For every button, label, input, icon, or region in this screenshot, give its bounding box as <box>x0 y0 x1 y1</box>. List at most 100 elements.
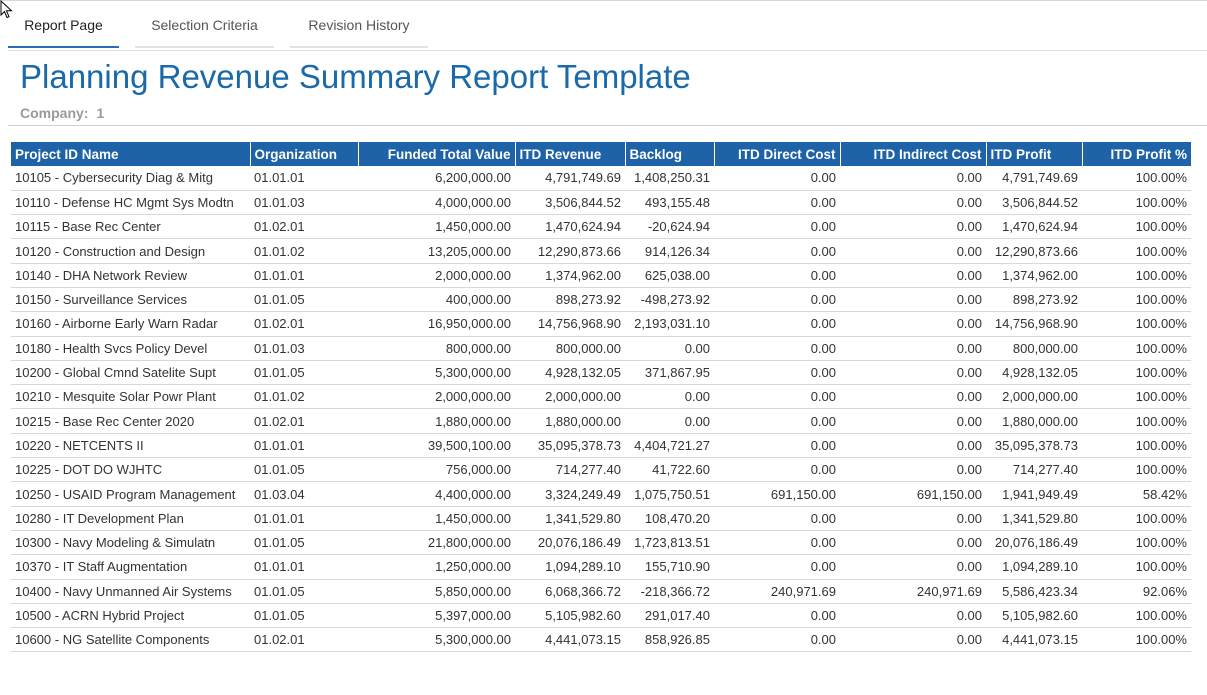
table-row[interactable]: 10110 - Defense HC Mgmt Sys Modtn 01.01.0… <box>11 190 1191 216</box>
cell-backlog: 155,710.90 <box>625 554 714 580</box>
cell-backlog: 2,193,031.10 <box>625 311 714 337</box>
cell-itd-revenue: 1,470,624.94 <box>515 214 625 240</box>
table-header-row: Project ID Name Organization Funded Tota… <box>11 142 1191 166</box>
column-header-backlog[interactable]: Backlog <box>625 142 715 166</box>
cell-itd-revenue: 1,341,529.80 <box>515 506 625 531</box>
company-value: 1 <box>96 105 105 121</box>
cell-itd-direct-cost: 0.00 <box>714 408 840 434</box>
cell-itd-direct-cost: 0.00 <box>714 433 840 459</box>
cell-itd-profit-pct: 100.00% <box>1082 166 1191 191</box>
cell-backlog: 1,408,250.31 <box>625 166 714 191</box>
cell-itd-revenue: 714,277.40 <box>515 457 625 483</box>
cell-organization: 01.01.01 <box>250 433 358 459</box>
cell-itd-direct-cost: 0.00 <box>714 336 840 361</box>
cell-itd-direct-cost: 0.00 <box>714 238 840 264</box>
cell-funded-total-value: 1,880,000.00 <box>358 408 515 434</box>
table-row[interactable]: 10225 - DOT DO WJHTC 01.01.05 756,000.00 71… <box>11 457 1191 483</box>
column-header-itd-profit[interactable]: ITD Profit <box>986 142 1083 166</box>
table-row[interactable]: 10215 - Base Rec Center 2020 01.02.01 1,88… <box>11 408 1191 434</box>
cell-itd-revenue: 12,290,873.66 <box>515 238 625 264</box>
cell-itd-revenue: 5,105,982.60 <box>515 603 625 629</box>
cell-itd-profit: 714,277.40 <box>986 457 1082 483</box>
cell-itd-direct-cost: 240,971.69 <box>714 579 840 604</box>
cell-funded-total-value: 13,205,000.00 <box>358 238 515 264</box>
cell-funded-total-value: 800,000.00 <box>358 336 515 361</box>
column-header-itd-indirect-cost[interactable]: ITD Indirect Cost <box>840 142 987 166</box>
cell-itd-profit: 1,341,529.80 <box>986 506 1082 531</box>
cell-itd-profit: 4,928,132.05 <box>986 360 1082 386</box>
table-row[interactable]: 10200 - Global Cmnd Satelite Supt 01.01.0… <box>11 360 1191 386</box>
cell-organization: 01.01.05 <box>250 579 358 604</box>
table-row[interactable]: 10250 - USAID Program Management 01.03.04… <box>11 481 1191 507</box>
table-row[interactable]: 10180 - Health Svcs Policy Devel 01.01.03… <box>11 336 1191 361</box>
cell-backlog: 625,038.00 <box>625 263 714 288</box>
column-header-funded-total-value[interactable]: Funded Total Value <box>358 142 516 166</box>
cell-funded-total-value: 1,450,000.00 <box>358 506 515 531</box>
cell-itd-indirect-cost: 0.00 <box>840 311 986 337</box>
cell-organization: 01.01.03 <box>250 336 358 361</box>
table-row[interactable]: 10600 - NG Satellite Components 01.02.01 5… <box>11 627 1191 653</box>
cell-itd-profit-pct: 100.00% <box>1082 408 1191 434</box>
table-row[interactable]: 10500 - ACRN Hybrid Project 01.01.05 5,397… <box>11 603 1191 629</box>
cell-project-id-name: 10115 - Base Rec Center <box>11 214 250 240</box>
cell-itd-profit: 5,586,423.34 <box>986 579 1082 604</box>
cell-project-id-name: 10300 - Navy Modeling & Simulatn <box>11 530 250 556</box>
cell-backlog: 1,075,750.51 <box>625 481 714 507</box>
cell-funded-total-value: 2,000,000.00 <box>358 384 515 410</box>
cell-organization: 01.01.05 <box>250 603 358 629</box>
cell-itd-profit: 4,791,749.69 <box>986 166 1082 191</box>
tab-selection-criteria[interactable]: Selection Criteria <box>135 10 274 48</box>
cell-itd-revenue: 4,441,073.15 <box>515 627 625 653</box>
cell-itd-indirect-cost: 691,150.00 <box>840 481 986 507</box>
cell-itd-direct-cost: 0.00 <box>714 457 840 483</box>
table-row[interactable]: 10370 - IT Staff Augmentation 01.01.01 1,2… <box>11 554 1191 580</box>
tab-report-page[interactable]: Report Page <box>8 10 119 48</box>
cell-organization: 01.01.01 <box>250 554 358 580</box>
cell-organization: 01.02.01 <box>250 311 358 337</box>
cell-project-id-name: 10210 - Mesquite Solar Powr Plant <box>11 384 250 410</box>
cell-funded-total-value: 6,200,000.00 <box>358 166 515 191</box>
mouse-pointer-icon <box>0 0 13 19</box>
table-row[interactable]: 10300 - Navy Modeling & Simulatn 01.01.05… <box>11 530 1191 556</box>
cell-itd-profit-pct: 100.00% <box>1082 311 1191 337</box>
table-row[interactable]: 10115 - Base Rec Center 01.02.01 1,450,000… <box>11 214 1191 240</box>
cell-backlog: -218,366.72 <box>625 579 714 604</box>
cell-project-id-name: 10150 - Surveillance Services <box>11 287 250 313</box>
column-header-itd-profit-pct[interactable]: ITD Profit % <box>1082 142 1191 166</box>
column-header-itd-direct-cost[interactable]: ITD Direct Cost <box>714 142 841 166</box>
cell-itd-revenue: 4,791,749.69 <box>515 166 625 191</box>
column-header-organization[interactable]: Organization <box>250 142 359 166</box>
cell-project-id-name: 10110 - Defense HC Mgmt Sys Modtn <box>11 190 250 216</box>
cell-itd-direct-cost: 0.00 <box>714 190 840 216</box>
cell-itd-profit-pct: 100.00% <box>1082 360 1191 386</box>
cell-project-id-name: 10140 - DHA Network Review <box>11 263 250 288</box>
table-row[interactable]: 10140 - DHA Network Review 01.01.01 2,000,… <box>11 263 1191 288</box>
cell-itd-indirect-cost: 0.00 <box>840 457 986 483</box>
table-row[interactable]: 10400 - Navy Unmanned Air Systems 01.01.0… <box>11 579 1191 604</box>
table-row[interactable]: 10220 - NETCENTS II 01.01.01 39,500,100.00… <box>11 433 1191 459</box>
cell-itd-profit-pct: 100.00% <box>1082 554 1191 580</box>
cell-itd-direct-cost: 0.00 <box>714 603 840 629</box>
cell-backlog: 0.00 <box>625 408 714 434</box>
cell-project-id-name: 10120 - Construction and Design <box>11 238 250 264</box>
cell-itd-indirect-cost: 0.00 <box>840 238 986 264</box>
table-row[interactable]: 10150 - Surveillance Services 01.01.05 400… <box>11 287 1191 313</box>
cell-backlog: 493,155.48 <box>625 190 714 216</box>
table-row[interactable]: 10120 - Construction and Design 01.01.02 1… <box>11 238 1191 264</box>
tab-revision-history[interactable]: Revision History <box>290 10 428 48</box>
cell-backlog: 1,723,813.51 <box>625 530 714 556</box>
cell-itd-direct-cost: 691,150.00 <box>714 481 840 507</box>
table-row[interactable]: 10160 - Airborne Early Warn Radar 01.02.0… <box>11 311 1191 337</box>
column-header-project-id-name[interactable]: Project ID Name <box>11 142 251 166</box>
column-header-itd-revenue[interactable]: ITD Revenue <box>515 142 626 166</box>
cell-organization: 01.01.02 <box>250 238 358 264</box>
cell-funded-total-value: 4,000,000.00 <box>358 190 515 216</box>
table-row[interactable]: 10280 - IT Development Plan 01.01.01 1,450… <box>11 506 1191 531</box>
cell-itd-revenue: 20,076,186.49 <box>515 530 625 556</box>
cell-project-id-name: 10400 - Navy Unmanned Air Systems <box>11 579 250 604</box>
cell-itd-revenue: 6,068,366.72 <box>515 579 625 604</box>
cell-organization: 01.01.05 <box>250 287 358 313</box>
table-row[interactable]: 10210 - Mesquite Solar Powr Plant 01.01.0… <box>11 384 1191 410</box>
cell-itd-indirect-cost: 0.00 <box>840 506 986 531</box>
table-row[interactable]: 10105 - Cybersecurity Diag & Mitg 01.01.0… <box>11 166 1191 191</box>
